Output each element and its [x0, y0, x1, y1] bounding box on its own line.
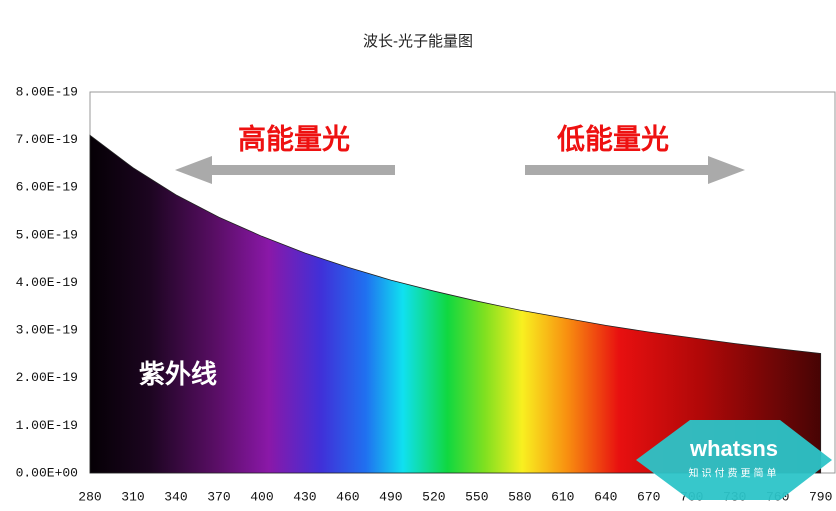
area — [89, 134, 822, 474]
watermark-badge — [636, 420, 832, 500]
x-tick-label: 340 — [164, 489, 187, 504]
annotation: 高能量光 — [238, 123, 350, 154]
x-tick-label: 580 — [508, 489, 531, 504]
x-tick-label: 790 — [809, 489, 832, 504]
x-tick-label: 610 — [551, 489, 574, 504]
y-tick-label: 1.00E-19 — [16, 418, 78, 433]
y-tick-label: 0.00E+00 — [16, 465, 78, 480]
x-tick-label: 400 — [250, 489, 273, 504]
left-arrow — [175, 156, 395, 184]
y-tick-label: 2.00E-19 — [16, 370, 78, 385]
watermark-subtitle: 知识付费更简单 — [689, 467, 780, 480]
arrows — [175, 156, 745, 184]
x-tick-label: 430 — [293, 489, 316, 504]
x-tick-label: 670 — [637, 489, 660, 504]
x-tick-label: 310 — [121, 489, 144, 504]
watermark-title: whatsns — [689, 436, 778, 461]
x-tick-label: 520 — [422, 489, 445, 504]
y-tick-label: 3.00E-19 — [16, 323, 78, 338]
x-tick-label: 490 — [379, 489, 402, 504]
annotation: 低能量光 — [556, 123, 669, 154]
y-tick-label: 6.00E-19 — [16, 180, 78, 195]
y-tick-label: 7.00E-19 — [16, 132, 78, 147]
y-tick-label: 8.00E-19 — [16, 84, 78, 99]
chart-title: 波长-光子能量图 — [363, 33, 473, 50]
x-tick-label: 280 — [78, 489, 101, 504]
annotation: 紫外线 — [139, 359, 217, 389]
x-tick-label: 460 — [336, 489, 359, 504]
x-tick-label: 640 — [594, 489, 617, 504]
y-tick-label: 5.00E-19 — [16, 227, 78, 242]
y-tick-label: 4.00E-19 — [16, 275, 78, 290]
right-arrow — [525, 156, 745, 184]
x-tick-label: 370 — [207, 489, 230, 504]
x-tick-label: 550 — [465, 489, 488, 504]
